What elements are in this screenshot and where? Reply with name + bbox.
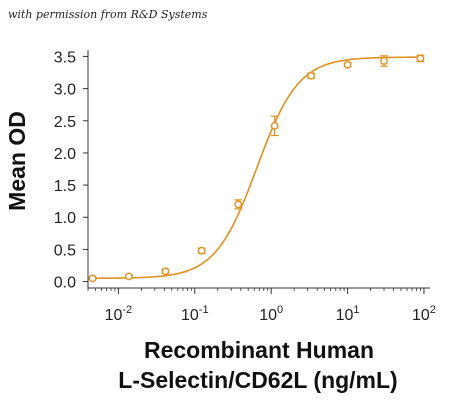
y-tick-label: 0.0	[54, 275, 76, 292]
data-point	[124, 272, 133, 281]
y-tick-label: 1.0	[54, 210, 76, 227]
y-tick-label: 2.5	[54, 114, 76, 131]
data-point	[197, 246, 206, 255]
y-tick-label: 2.0	[54, 146, 76, 163]
credit-note: with permission from R&D Systems	[8, 8, 208, 21]
data-point	[270, 122, 279, 130]
y-axis-title: Mean OD	[4, 111, 30, 211]
y-tick-label: 3.0	[54, 82, 76, 99]
data-point	[161, 267, 170, 276]
x-tick-label: 102	[412, 304, 436, 324]
axes-group	[83, 50, 430, 294]
x-tick-label: 10-1	[181, 304, 209, 324]
y-tick-label: 0.5	[54, 242, 76, 259]
fit-curve	[92, 56, 421, 280]
x-tick-label: 101	[336, 304, 360, 324]
data-point	[416, 54, 425, 63]
x-axis-title-line2: L-Selectin/CD62L (ng/mL)	[118, 367, 397, 393]
y-tick-label: 1.5	[54, 178, 76, 195]
data-point	[307, 71, 315, 80]
data-point	[380, 57, 388, 65]
x-axis-title-line1: Recombinant Human	[144, 337, 374, 363]
data-points	[88, 54, 425, 283]
data-point	[88, 274, 97, 283]
data-point	[343, 60, 352, 69]
x-tick-label: 100	[259, 304, 283, 324]
y-tick-label: 3.5	[54, 49, 76, 66]
data-point	[234, 200, 243, 209]
tick-labels: 0.0 0.5 1.0 1.5 2.0 2.5 3.0 3.5 10-2 10-1 100 101 10…	[54, 49, 436, 324]
x-tick-label: 10-2	[105, 304, 133, 324]
